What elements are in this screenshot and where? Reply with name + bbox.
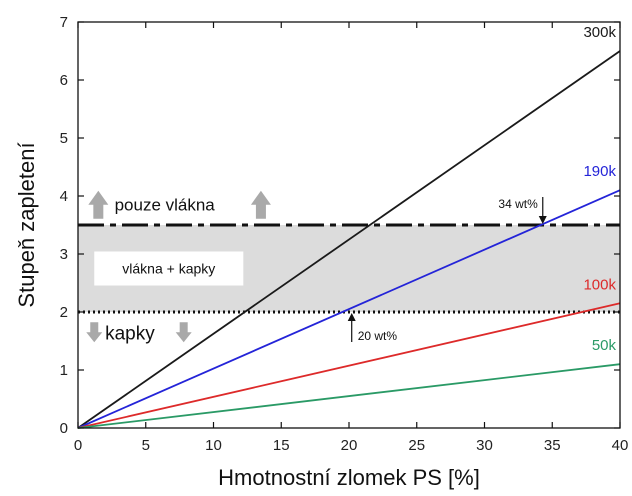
x-tick-label: 0 [74,437,82,454]
y-tick-label: 6 [60,72,68,89]
x-tick-label: 15 [273,437,290,454]
x-tick-label: 40 [612,437,629,454]
arrow-up-icon [250,190,271,219]
arrow-down-icon [538,216,547,224]
x-tick-label: 25 [408,437,425,454]
x-tick-label: 20 [341,437,358,454]
region-label-fibers: pouze vlákna [115,196,216,215]
threshold-lines-layer [78,223,620,314]
annotation-label-20: 20 wt% [358,329,398,343]
region-label-mixed: vlákna + kapky [122,261,215,277]
y-axis-label: Stupeň zapletení [14,142,39,307]
region-labels-layer: pouze vlákna vlákna + kapky kapky [86,190,271,344]
series-label-190k: 190k [583,163,616,180]
x-tick-label: 35 [544,437,561,454]
arrow-down-icon [175,322,192,343]
arrow-up-icon [88,190,109,219]
arrow-up-icon [347,313,356,321]
annotation-label-34: 34 wt% [498,197,538,211]
x-tick-label: 5 [142,437,150,454]
axes-layer: 0 5 10 15 20 25 30 35 40 0 1 2 3 4 5 6 7 [60,14,629,454]
series-line-100k [77,302,621,429]
region-label-box [94,251,244,286]
x-axis-label: Hmotnostní zlomek PS [%] [218,465,480,490]
region-down-arrows [86,322,192,343]
series-label-100k: 100k [583,276,616,293]
y-tick-label: 3 [60,246,68,263]
arrow-down-icon [86,322,103,343]
y-tick-label: 2 [60,304,68,321]
y-tick-label: 1 [60,362,68,379]
series-line-190k [77,189,621,429]
annotations-layer: 34 wt% 20 wt% [347,197,547,343]
region-up-arrows [88,190,271,219]
series-lines-layer: 300k 190k 100k 50k [77,24,621,429]
region-label-droplets: kapky [105,323,155,344]
series-label-300k: 300k [583,24,616,41]
y-tick-label: 0 [60,420,68,437]
y-tick-label: 7 [60,14,68,31]
y-tick-label: 4 [60,188,68,205]
x-tick-label: 30 [476,437,493,454]
y-tick-label: 5 [60,130,68,147]
series-label-50k: 50k [592,337,617,354]
series-line-300k [77,50,621,429]
x-tick-label: 10 [205,437,222,454]
series-line-50k [77,363,621,429]
